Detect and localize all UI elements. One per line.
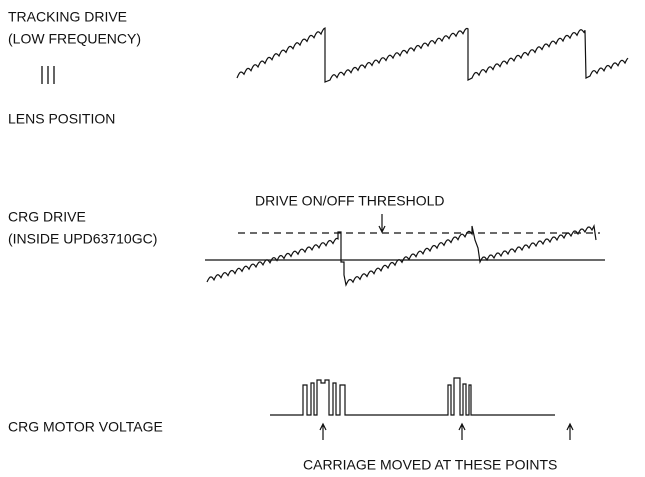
label: CARRIAGE MOVED AT THESE POINTS	[303, 457, 557, 473]
label: (INSIDE UPD63710GC)	[8, 231, 157, 247]
arrow	[378, 214, 386, 234]
label: TRACKING DRIVE	[8, 9, 127, 25]
arrows	[319, 422, 574, 440]
crg-drive	[206, 224, 597, 287]
motor-voltage	[270, 377, 555, 416]
tracking-drive	[236, 27, 629, 83]
label: LENS POSITION	[8, 111, 115, 127]
label: DRIVE ON/OFF THRESHOLD	[255, 193, 445, 209]
label: (LOW FREQUENCY)	[8, 31, 141, 47]
label: CRG MOTOR VOLTAGE	[8, 419, 163, 435]
equivalence-symbol	[41, 66, 55, 84]
label: CRG DRIVE	[8, 209, 86, 225]
